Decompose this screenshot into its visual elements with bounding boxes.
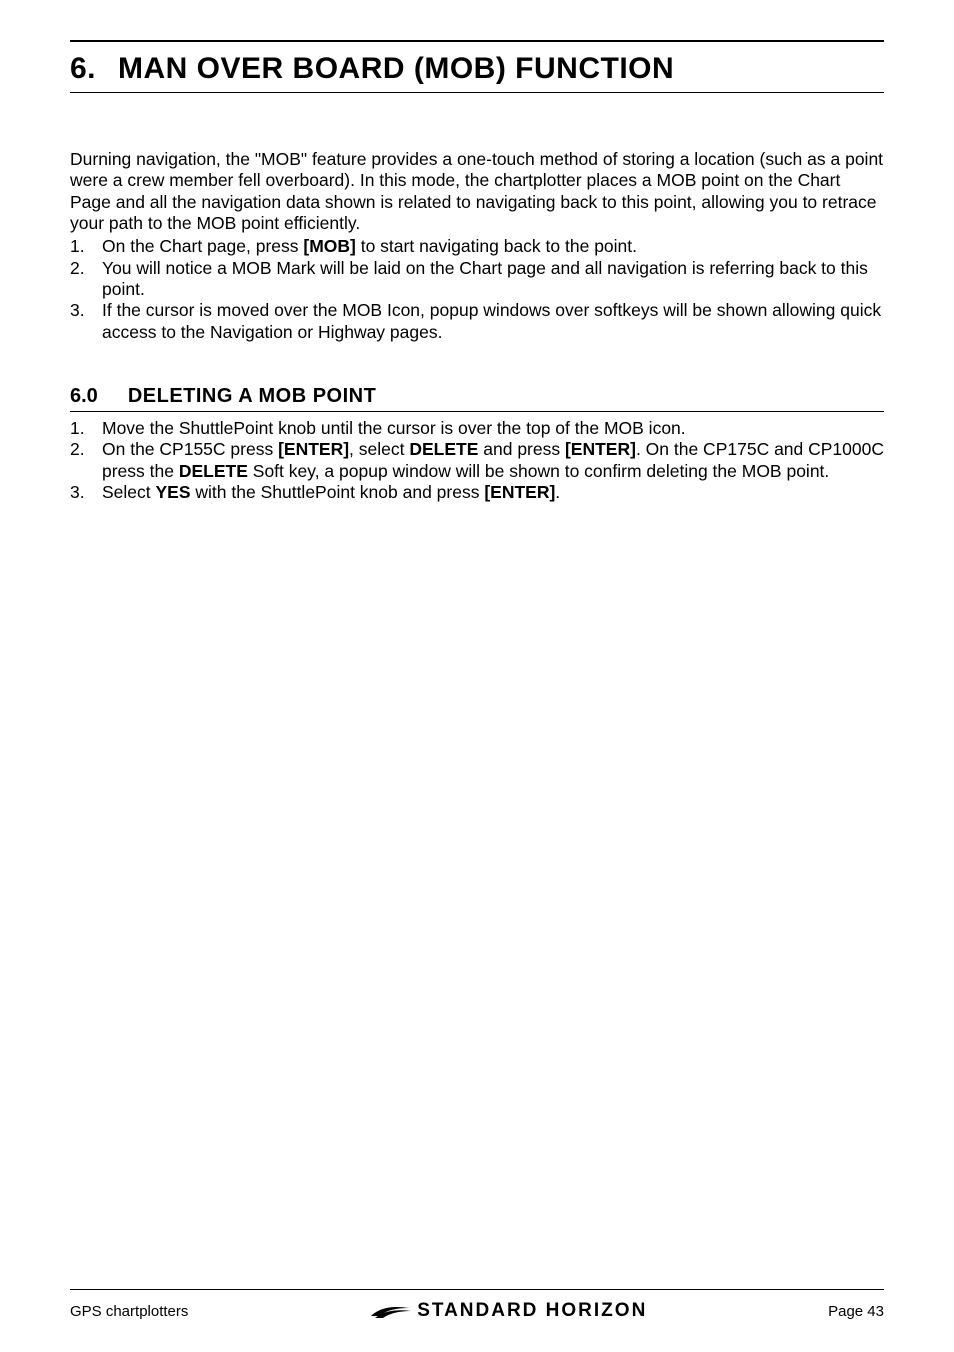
plain-text: to start navigating back to the point. <box>356 236 637 256</box>
list-item: 1.On the Chart page, press [MOB] to star… <box>70 236 884 257</box>
plain-text: If the cursor is moved over the MOB Icon… <box>102 300 881 341</box>
brand-logo-text: STANDARD HORIZON <box>417 1300 647 1322</box>
main-ordered-list: 1.On the Chart page, press [MOB] to star… <box>70 236 884 343</box>
list-item-text: On the Chart page, press [MOB] to start … <box>102 236 884 257</box>
list-item-number: 3. <box>70 300 102 343</box>
page-footer: GPS chartplotters STANDARD HORIZON Page … <box>70 1289 884 1322</box>
list-item-text: If the cursor is moved over the MOB Icon… <box>102 300 884 343</box>
list-item-number: 3. <box>70 482 102 503</box>
list-item-text: On the CP155C press [ENTER], select DELE… <box>102 439 884 482</box>
list-item: 3.If the cursor is moved over the MOB Ic… <box>70 300 884 343</box>
chapter-number: 6. <box>70 52 96 86</box>
bold-text: [ENTER] <box>278 439 349 459</box>
plain-text: . <box>555 482 560 502</box>
footer-left-text: GPS chartplotters <box>70 1303 188 1320</box>
list-item: 2.You will notice a MOB Mark will be lai… <box>70 258 884 301</box>
bold-text: [ENTER] <box>484 482 555 502</box>
sub-ordered-list: 1.Move the ShuttlePoint knob until the c… <box>70 418 884 503</box>
list-item-text: Move the ShuttlePoint knob until the cur… <box>102 418 884 439</box>
plain-text: and press <box>478 439 565 459</box>
bold-text: YES <box>156 482 191 502</box>
swoosh-icon <box>369 1302 411 1320</box>
section-heading: 6.0 DELETING A MOB POINT <box>70 385 884 412</box>
list-item: 3.Select YES with the ShuttlePoint knob … <box>70 482 884 503</box>
list-item-text: Select YES with the ShuttlePoint knob an… <box>102 482 884 503</box>
list-item-number: 2. <box>70 439 102 482</box>
list-item-number: 2. <box>70 258 102 301</box>
plain-text: , select <box>349 439 409 459</box>
chapter-rule-bottom <box>70 92 884 93</box>
intro-paragraph: Durning navigation, the "MOB" feature pr… <box>70 149 884 234</box>
plain-text: On the Chart page, press <box>102 236 303 256</box>
footer-page-number: Page 43 <box>828 1303 884 1320</box>
list-item-text: You will notice a MOB Mark will be laid … <box>102 258 884 301</box>
plain-text: On the CP155C press <box>102 439 278 459</box>
list-item-number: 1. <box>70 236 102 257</box>
plain-text: Select <box>102 482 156 502</box>
chapter-title-text: MAN OVER BOARD (MOB) FUNCTION <box>118 52 674 85</box>
list-item: 1.Move the ShuttlePoint knob until the c… <box>70 418 884 439</box>
list-item-number: 1. <box>70 418 102 439</box>
section-number: 6.0 <box>70 385 98 408</box>
bold-text: DELETE <box>409 439 478 459</box>
plain-text: You will notice a MOB Mark will be laid … <box>102 258 868 299</box>
chapter-rule-top <box>70 40 884 42</box>
bold-text: [ENTER] <box>565 439 636 459</box>
chapter-title: 6. MAN OVER BOARD (MOB) FUNCTION <box>70 48 884 92</box>
plain-text: Move the ShuttlePoint knob until the cur… <box>102 418 686 438</box>
plain-text: with the ShuttlePoint knob and press <box>191 482 485 502</box>
footer-rule <box>70 1289 884 1290</box>
bold-text: [MOB] <box>303 236 355 256</box>
section-title: DELETING A MOB POINT <box>128 385 377 408</box>
brand-logo: STANDARD HORIZON <box>369 1300 647 1322</box>
list-item: 2.On the CP155C press [ENTER], select DE… <box>70 439 884 482</box>
footer-row: GPS chartplotters STANDARD HORIZON Page … <box>70 1300 884 1322</box>
footer-logo: STANDARD HORIZON <box>188 1300 828 1322</box>
plain-text: Soft key, a popup window will be shown t… <box>248 461 829 481</box>
bold-text: DELETE <box>179 461 248 481</box>
